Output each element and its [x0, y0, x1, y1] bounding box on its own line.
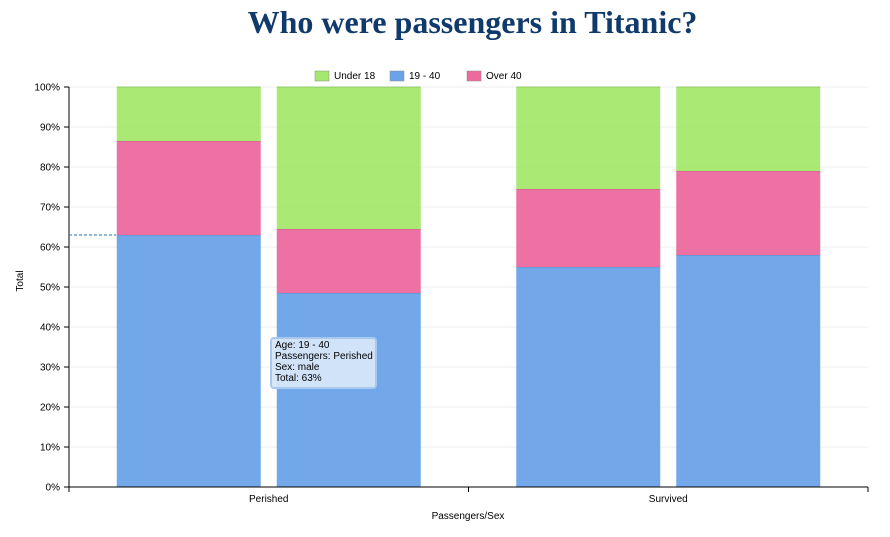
- bar-segment: [516, 87, 661, 189]
- bar-segment: [116, 87, 261, 141]
- bar-segment: [276, 87, 421, 229]
- y-tick-label: 100%: [34, 83, 60, 94]
- legend-label: Under 18: [334, 71, 376, 82]
- y-axis-label: Total: [15, 270, 26, 291]
- y-axis: 0% 10% 20% 30% 40% 50% 60% 70% 80% 90% 100%: [34, 83, 70, 494]
- y-tick-label: 50%: [40, 283, 60, 294]
- y-tick-label: 0%: [46, 483, 61, 494]
- chart-title: Who were passengers in Titanic?: [247, 4, 698, 40]
- tooltip-line-total: Total: 63%: [275, 373, 322, 384]
- bar-segment: [516, 267, 661, 487]
- bar-segment: [116, 141, 261, 235]
- y-tick-label: 60%: [40, 243, 60, 254]
- bar-segment: [116, 235, 261, 487]
- bar-segment: [276, 293, 421, 487]
- legend: Under 18 19 - 40 Over 40: [314, 70, 522, 82]
- tooltip-line-age: Age: 19 - 40: [275, 340, 330, 351]
- y-tick-label: 40%: [40, 323, 60, 334]
- legend-label: 19 - 40: [409, 71, 441, 82]
- y-tick-label: 20%: [40, 403, 60, 414]
- tooltip-line-sex: Sex: male: [275, 362, 320, 373]
- y-tick-label: 70%: [40, 203, 60, 214]
- y-tick-label: 10%: [40, 443, 60, 454]
- x-tick-label: Survived: [649, 494, 688, 505]
- bars: [116, 86, 821, 487]
- tooltip-line-passengers: Passengers: Perished: [275, 351, 373, 362]
- y-tick-label: 80%: [40, 163, 60, 174]
- bar-segment: [276, 229, 421, 293]
- legend-swatch: [466, 70, 482, 82]
- bar-segment: [516, 189, 661, 267]
- x-tick-label: Perished: [249, 494, 288, 505]
- x-axis-label: Passengers/Sex: [432, 511, 505, 522]
- legend-swatch: [314, 70, 330, 82]
- x-axis: Perished Survived: [68, 486, 869, 505]
- bar-segment: [676, 87, 821, 171]
- bar-segment: [676, 171, 821, 255]
- y-tick-label: 30%: [40, 363, 60, 374]
- bar-segment: [676, 255, 821, 487]
- tooltip: Age: 19 - 40 Passengers: Perished Sex: m…: [270, 337, 377, 389]
- y-tick-label: 90%: [40, 123, 60, 134]
- legend-swatch: [389, 70, 405, 82]
- legend-label: Over 40: [486, 71, 522, 82]
